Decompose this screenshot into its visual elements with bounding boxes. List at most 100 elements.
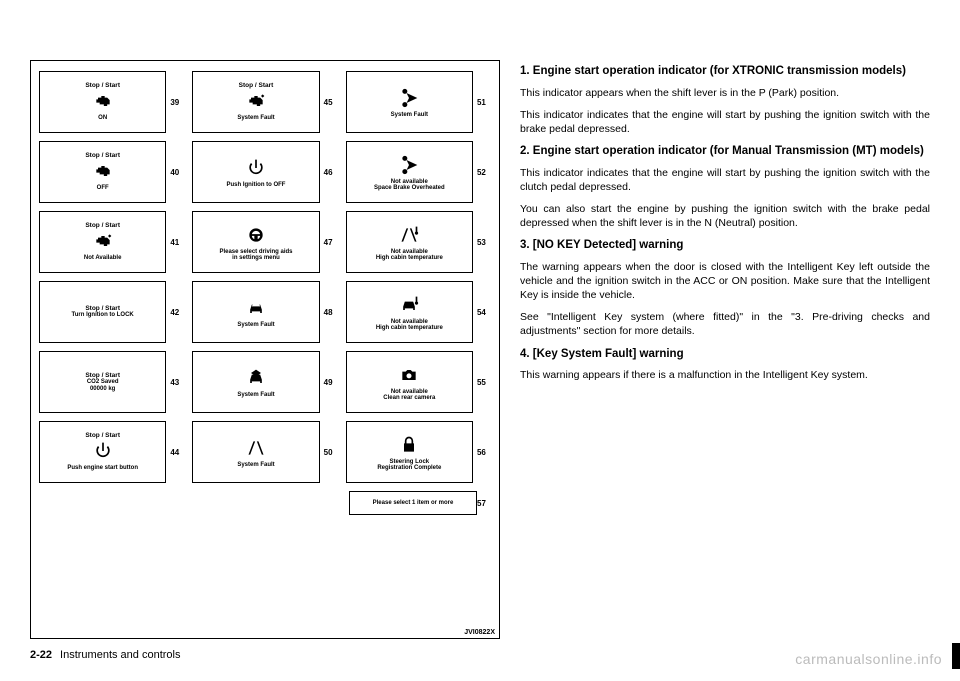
tile-bottom-label: ON	[98, 115, 107, 121]
indicator-tile: Please select driving aidsin settings me…	[192, 211, 319, 273]
car-front-icon	[246, 298, 266, 318]
tile-number: 44	[170, 448, 184, 457]
tile-bottom-label: Please select driving aidsin settings me…	[219, 249, 292, 262]
tile-number: 39	[170, 98, 184, 107]
indicator-tile: System Fault	[192, 351, 319, 413]
tile-wrap: System Fault 50	[192, 421, 337, 483]
indicator-tile: System Fault	[192, 421, 319, 483]
tile-wrap: Stop / StartON39	[39, 71, 184, 133]
scissors-icon	[399, 155, 419, 175]
tile-number: 42	[170, 308, 184, 317]
tile-bottom-label: System Fault	[237, 392, 274, 398]
lock-icon	[399, 435, 419, 455]
diagram-column: System Fault 51 Not availableSpace Brake O…	[346, 71, 491, 483]
tile-wrap: Steering LockRegistration Complete56	[346, 421, 491, 483]
tile-number: 51	[477, 98, 491, 107]
tile-number: 54	[477, 308, 491, 317]
manual-page: Stop / StartON39Stop / StartOFF40Stop / …	[0, 0, 960, 681]
tile-wrap: Stop / StartOFF 40	[39, 141, 184, 203]
tile-icon-slot	[246, 158, 266, 180]
tile-icon-slot	[246, 298, 266, 320]
tile-icon-slot	[399, 225, 419, 247]
page-number: 2-22	[30, 649, 52, 661]
indicator-tile: Not availableHigh cabin temperature	[346, 211, 473, 273]
paragraph: The warning appears when the door is clo…	[520, 260, 930, 303]
tile-bottom-label: System Fault	[237, 115, 274, 121]
indicator-tile: Stop / StartSystem Fault	[192, 71, 319, 133]
tile-icon-slot	[93, 91, 113, 113]
watermark-text: carmanualsonline.info	[795, 651, 942, 667]
tile-top-label: Stop / Start	[85, 305, 120, 312]
heading-4: 4. [Key System Fault] warning	[520, 347, 930, 363]
tile-wrap: Not availableSpace Brake Overheated 52	[346, 141, 491, 203]
diagram-column: Stop / StartSystem Fault 45 Push Ignition …	[192, 71, 337, 483]
tile-number: 46	[324, 168, 338, 177]
indicator-tile: Push Ignition to OFF	[192, 141, 319, 203]
indicator-tile: Not availableHigh cabin temperature	[346, 281, 473, 343]
tile-57: Please select 1 item or more	[349, 491, 477, 515]
tile-bottom-label: Not availableHigh cabin temperature	[376, 319, 443, 332]
indicator-tile: Stop / StartCO2 Saved00000 kg	[39, 351, 166, 413]
paragraph: You can also start the engine by pushing…	[520, 202, 930, 230]
diagram-grid: Stop / StartON39Stop / StartOFF40Stop / …	[39, 71, 491, 483]
tile-top-label: Stop / Start	[85, 432, 120, 439]
power-icon	[246, 158, 266, 178]
tile-number: 50	[324, 448, 338, 457]
paragraph: This warning appears if there is a malfu…	[520, 368, 930, 382]
tile-top-label: Stop / Start	[85, 222, 120, 229]
tile-number: 52	[477, 168, 491, 177]
tile-bottom-label: Not availableSpace Brake Overheated	[374, 179, 445, 192]
tile-wrap: Stop / Start Push engine start button 44	[39, 421, 184, 483]
indicator-diagram: Stop / StartON39Stop / StartOFF40Stop / …	[30, 60, 500, 639]
tile-wrap: Stop / StartSystem Fault 45	[192, 71, 337, 133]
tile-top-label: Stop / Start	[85, 372, 120, 379]
lane-temp-icon	[399, 225, 419, 245]
indicator-tile: Not availableSpace Brake Overheated	[346, 141, 473, 203]
indicator-tile: Stop / StartTurn Ignition to LOCK	[39, 281, 166, 343]
tile-number: 49	[324, 378, 338, 387]
indicator-tile: System Fault	[346, 71, 473, 133]
tile-number: 40	[170, 168, 184, 177]
tile-icon-slot	[399, 365, 419, 387]
tile-icon-slot	[399, 295, 419, 317]
engine-icon	[93, 91, 113, 111]
paragraph: This indicator appears when the shift le…	[520, 86, 930, 100]
tile-bottom-label: Steering LockRegistration Complete	[377, 459, 441, 472]
tile-bottom-label: Push engine start button	[67, 465, 138, 471]
heading-1: 1. Engine start operation indicator (for…	[520, 64, 930, 80]
wheel-icon	[246, 225, 266, 245]
tile-bottom-label: CO2 Saved00000 kg	[87, 379, 119, 392]
tile-bottom-label: Not availableClean rear camera	[383, 389, 435, 402]
paragraph: See "Intelligent Key system (where fitte…	[520, 310, 930, 338]
tile-bottom-label: Not Available	[84, 255, 122, 261]
car-temp-icon	[399, 295, 419, 315]
scissors-icon	[399, 88, 419, 108]
diagram-code: JVI0822X	[464, 629, 495, 636]
tile-wrap: Not availableHigh cabin temperature 53	[346, 211, 491, 273]
extra-tile-row: Please select 1 item or more 57	[39, 491, 491, 515]
tile-wrap: Stop / Start Not Available 41	[39, 211, 184, 273]
tile-icon-slot	[399, 435, 419, 457]
tile-wrap: Stop / StartCO2 Saved00000 kg 43	[39, 351, 184, 413]
tile-number: 43	[170, 378, 184, 387]
tile-bottom-label: Not availableHigh cabin temperature	[376, 249, 443, 262]
tile-wrap: System Fault48	[192, 281, 337, 343]
tile-icon-slot	[399, 88, 419, 110]
tile-number: 41	[170, 238, 184, 247]
engine-icon	[93, 161, 113, 181]
section-title: Instruments and controls	[60, 649, 180, 661]
tile-icon-slot	[246, 438, 266, 460]
tile-bottom-label: System Fault	[237, 462, 274, 468]
tile-number: 53	[477, 238, 491, 247]
tile-icon-slot	[93, 231, 113, 253]
tile-number: 45	[324, 98, 338, 107]
power-icon	[93, 441, 113, 461]
indicator-tile: Stop / StartOFF	[39, 141, 166, 203]
tile-bottom-label: Turn Ignition to LOCK	[72, 312, 134, 318]
tile-icon-slot	[93, 441, 113, 463]
heading-3: 3. [NO KEY Detected] warning	[520, 238, 930, 254]
content-row: Stop / StartON39Stop / StartOFF40Stop / …	[30, 60, 930, 639]
paragraph: This indicator indicates that the engine…	[520, 108, 930, 136]
tile-bottom-label: System Fault	[391, 112, 428, 118]
edge-tab	[952, 643, 960, 669]
